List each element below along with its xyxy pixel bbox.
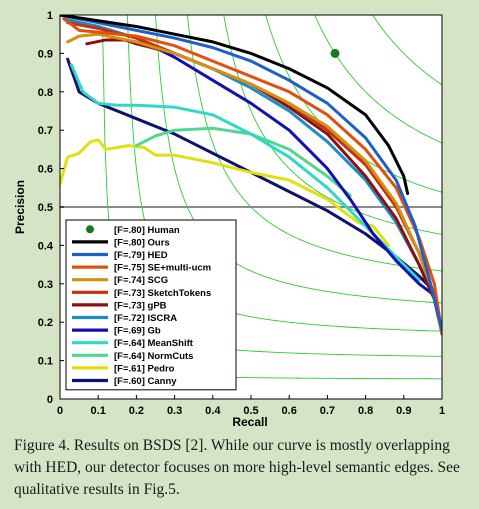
series-line-1 [60, 15, 410, 196]
legend-label-9: [F=.64] MeanShift [114, 338, 194, 349]
pr-chart: 0 0.1 0.2 0.3 0.4 0.5 0.6 0.7 0.8 0.9 1 0 0.1 0.2 0.3… [13, 10, 445, 429]
series-line-2 [60, 15, 442, 332]
y-tick-label-10: 1 [47, 10, 53, 22]
figure-caption: Figure 4. Results on BSDS [2]. While our… [14, 437, 460, 498]
y-tick-label-8: 0.8 [38, 87, 53, 99]
series-group [60, 15, 442, 336]
legend-label-6: [F=.73] gPB [114, 300, 167, 311]
series-line-4 [66, 32, 442, 336]
y-axis-title: Precision [13, 180, 27, 234]
legend-label-2: [F=.79] HED [114, 250, 168, 261]
y-tick-label-2: 0.2 [38, 317, 53, 329]
y-tick-label-7: 0.7 [38, 125, 53, 137]
x-tick-label-10: 1 [439, 405, 445, 417]
series-line-12 [66, 57, 442, 336]
legend-label-10: [F=.64] NormCuts [114, 351, 193, 362]
x-tick-label-0: 0 [57, 405, 63, 417]
x-tick-label-3: 0.3 [167, 405, 182, 417]
legend-label-11: [F=.61] Pedro [114, 363, 175, 374]
x-tick-label-4: 0.4 [205, 405, 221, 417]
legend-label-7: [F=.72] ISCRA [114, 313, 177, 324]
legend-label-12: [F=.60] Canny [114, 376, 177, 387]
y-tick-label-1: 0.1 [38, 356, 53, 368]
x-tick-label-1: 0.1 [91, 405, 106, 417]
iso-f-line-6 [223, 15, 442, 235]
x-tick-label-9: 0.9 [396, 405, 411, 417]
x-axis-title: Recall [232, 415, 267, 429]
legend-label-1: [F=.80] Ours [114, 237, 170, 248]
x-tick-labels: 0 0.1 0.2 0.3 0.4 0.5 0.6 0.7 0.8 0.9 1 [57, 405, 445, 417]
iso-f-line-9 [372, 15, 442, 86]
legend-label-3: [F=.75] SE+multi-ucm [114, 263, 211, 274]
x-tick-label-6: 0.6 [282, 405, 297, 417]
human-point-group [330, 48, 340, 58]
x-tick-label-8: 0.8 [358, 405, 373, 417]
y-tick-label-5: 0.5 [38, 202, 53, 214]
series-line-10 [134, 126, 352, 197]
legend-label-5: [F=.73] SketchTokens [114, 288, 211, 299]
y-tick-label-6: 0.6 [38, 164, 53, 176]
series-line-9 [69, 63, 421, 282]
legend-label-human: [F=.80] Human [114, 225, 180, 236]
iso-f-line-8 [314, 15, 442, 144]
x-tick-label-2: 0.2 [129, 405, 144, 417]
y-tick-label-9: 0.9 [38, 48, 53, 60]
human-point [330, 48, 340, 58]
legend-human-marker [86, 225, 94, 234]
series-line-11 [60, 138, 391, 247]
axes [59, 14, 443, 400]
legend-label-4: [F=.74] SCG [114, 275, 168, 286]
y-tick-labels: 0 0.1 0.2 0.3 0.4 0.5 0.6 0.7 0.8 0.9 1 [38, 10, 54, 406]
y-tick-label-0: 0 [47, 394, 53, 406]
legend: [F=.80] Human[F=.80] Ours [F=.79] HED [F=.… [65, 219, 237, 391]
legend-label-8: [F=.69] Gb [114, 326, 161, 337]
y-tick-label-3: 0.3 [38, 279, 53, 291]
x-tick-label-7: 0.7 [320, 405, 335, 417]
x-tick-label-5: 0.5 [243, 405, 258, 417]
y-tick-label-4: 0.4 [38, 240, 54, 252]
